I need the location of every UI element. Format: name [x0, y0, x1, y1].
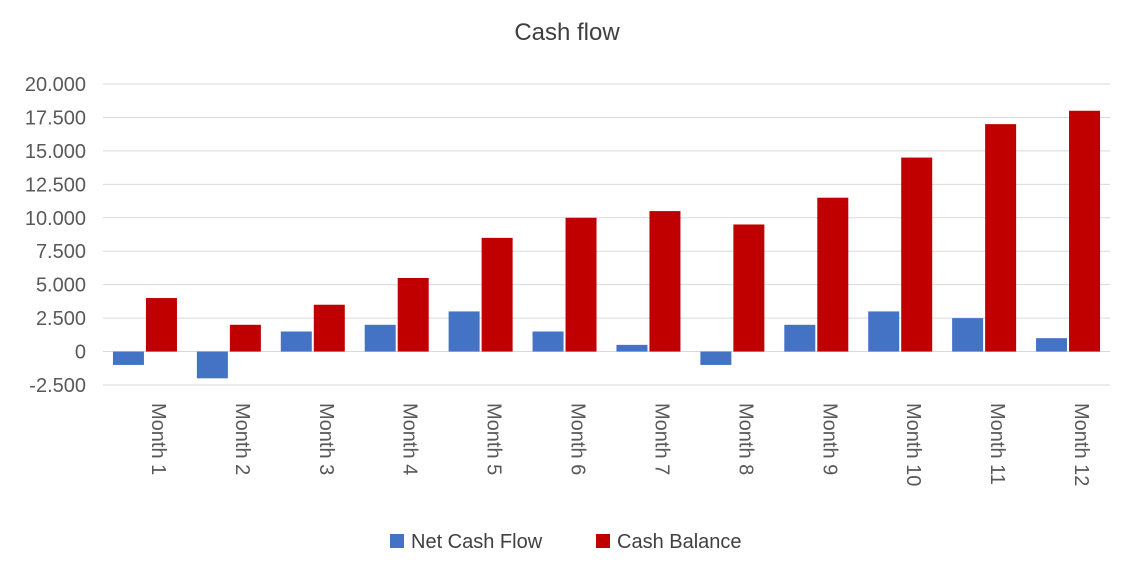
cash-balance-bar [229, 324, 261, 352]
net-cash-flow-bar [196, 351, 228, 379]
y-tick-label: -2.500 [29, 375, 86, 397]
cash-balance-bar [313, 304, 345, 352]
x-category-label: Month 10 [902, 403, 924, 486]
y-tick-label: 2.500 [36, 308, 86, 330]
y-tick-label: 0 [75, 342, 86, 364]
x-category-label: Month 2 [231, 403, 253, 475]
x-category-label: Month 6 [567, 403, 589, 475]
cash-balance-bar [985, 124, 1017, 352]
cash-balance-bar [901, 157, 933, 352]
bar-layer [112, 110, 1101, 379]
y-tick-label: 7.500 [36, 241, 86, 263]
cash-balance-bar [733, 224, 765, 352]
x-category-label: Month 1 [147, 403, 169, 475]
y-tick-label: 17.500 [25, 107, 86, 129]
net-cash-flow-bar [112, 351, 144, 365]
cash-balance-bar [565, 217, 597, 352]
net-cash-flow-bar [616, 344, 648, 352]
net-cash-flow-bar [532, 331, 564, 352]
legend-label: Cash Balance [617, 531, 742, 553]
x-category-label: Month 3 [315, 403, 337, 475]
x-category-label: Month 5 [483, 403, 505, 475]
y-tick-label: 15.000 [25, 141, 86, 163]
cash-balance-bar [1069, 110, 1101, 352]
legend-label: Net Cash Flow [411, 531, 543, 553]
legend-swatch [390, 534, 404, 548]
cash-balance-bar [481, 237, 513, 352]
net-cash-flow-bar [364, 324, 396, 352]
x-axis-labels: Month 1 Month 2 Month 3 Month 4 Month 5 Month… [147, 403, 1092, 486]
x-category-label: Month 12 [1070, 403, 1092, 486]
x-category-label: Month 11 [986, 403, 1008, 485]
y-tick-label: 20.000 [25, 74, 86, 96]
chart-title: Cash flow [514, 19, 620, 46]
x-category-label: Month 8 [734, 403, 756, 475]
net-cash-flow-bar [448, 311, 480, 352]
net-cash-flow-bar [280, 331, 312, 352]
cash-balance-bar [145, 298, 177, 352]
net-cash-flow-bar [868, 311, 900, 352]
x-category-label: Month 4 [399, 403, 421, 475]
x-category-label: Month 9 [818, 403, 840, 475]
cash-balance-bar [397, 277, 429, 352]
net-cash-flow-bar [952, 318, 984, 352]
y-axis-ticks: 20.000 17.500 15.000 12.500 10.000 7.500 5.000… [25, 74, 86, 397]
legend-swatch [596, 534, 610, 548]
net-cash-flow-bar [1036, 338, 1068, 352]
y-tick-label: 5.000 [36, 275, 86, 297]
cash-balance-bar [649, 211, 681, 352]
legend: Net Cash Flow Cash Balance [390, 531, 742, 553]
y-tick-label: 10.000 [25, 208, 86, 230]
cash-balance-bar [817, 197, 849, 352]
y-tick-label: 12.500 [25, 174, 86, 196]
grid-layer [103, 83, 1110, 386]
net-cash-flow-bar [784, 324, 816, 352]
x-category-label: Month 7 [650, 403, 672, 475]
net-cash-flow-bar [700, 351, 732, 365]
